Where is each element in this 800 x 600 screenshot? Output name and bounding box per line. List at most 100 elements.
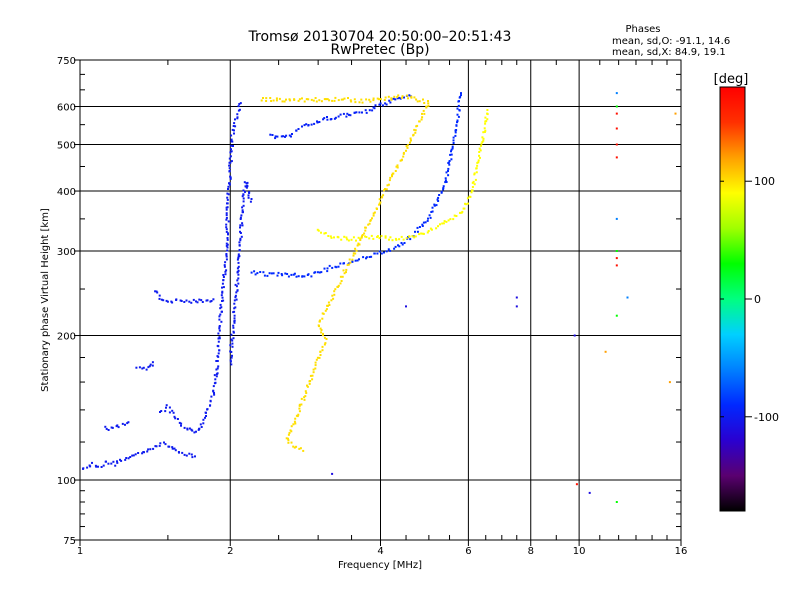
plot-area [79,59,682,541]
data-point [229,155,232,158]
data-point [281,100,284,103]
data-point [615,105,618,108]
data-point [218,336,221,339]
data-point [312,99,315,102]
data-point [470,191,473,194]
data-point [114,464,117,467]
data-point [163,441,165,444]
data-point [454,134,457,137]
data-point [343,262,345,265]
y-tick-label: 400 [57,187,76,198]
data-point [194,455,196,458]
data-point [180,422,183,425]
data-point [220,294,223,297]
data-point [373,211,376,214]
data-point [142,366,145,369]
colorbar-label: [deg] [714,72,749,87]
data-point [306,385,309,388]
data-point [376,208,378,210]
data-point [127,421,130,424]
data-point [304,390,307,393]
data-point [82,467,84,470]
data-point [426,231,429,234]
data-point [615,143,618,146]
data-point [188,452,191,455]
data-point [447,174,450,177]
data-point [452,139,455,142]
data-point [409,141,411,144]
data-point [107,462,110,465]
data-point [95,465,98,468]
data-point [382,194,385,197]
data-point [164,443,167,446]
data-point [342,269,345,272]
data-point [480,142,483,145]
data-point [224,273,227,276]
data-point [212,298,215,301]
data-point [307,124,310,127]
data-point [482,137,485,140]
data-point [355,239,357,242]
data-point [389,236,392,239]
data-point [348,262,351,265]
data-point [354,101,357,104]
data-point [422,232,425,235]
data-point [478,154,480,157]
data-point [265,97,268,100]
data-point [413,96,416,99]
data-point [396,97,399,100]
data-point [615,264,618,267]
data-point [241,209,244,212]
data-point [195,300,197,303]
data-point [318,99,321,102]
data-point [185,299,188,302]
data-point [458,109,461,112]
data-point [168,411,171,414]
data-point [287,439,290,442]
data-point [396,166,399,169]
data-point [200,299,203,302]
data-point [374,104,377,107]
data-point [421,116,424,119]
data-point [288,98,291,101]
data-point [444,179,447,182]
data-point [231,339,234,342]
data-point [478,151,481,153]
data-point [466,197,469,200]
data-point [215,368,218,371]
data-point [321,317,324,320]
data-point [272,272,275,275]
data-point [245,186,248,189]
data-point [415,125,418,128]
data-points [82,92,677,503]
data-point [233,307,236,310]
data-point [427,230,430,232]
data-point [171,301,174,304]
data-point [341,275,344,278]
data-point [204,416,206,419]
data-point [390,97,393,100]
data-point [164,410,167,413]
data-point [262,97,264,99]
data-point [225,230,228,233]
data-point [290,425,293,428]
data-point [227,188,229,190]
data-point [456,113,459,116]
x-axis-label: Frequency [MHz] [338,560,422,571]
data-point [478,147,481,150]
data-point [242,204,245,207]
data-point [389,249,392,252]
data-point [329,235,332,238]
data-point [345,271,347,274]
data-point [230,144,233,147]
data-point [281,274,284,277]
data-point [368,109,371,112]
data-point [295,275,298,278]
data-point [423,112,426,115]
data-point [414,235,417,238]
colorbar-tick-label: -100 [754,411,779,424]
data-point [323,343,326,346]
data-point [241,222,244,225]
data-point [232,145,234,147]
data-point [486,118,489,121]
